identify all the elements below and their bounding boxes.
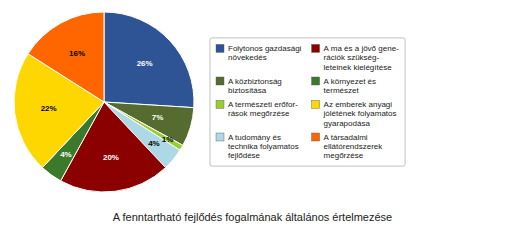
legend-frame bbox=[210, 38, 405, 166]
legend-swatch bbox=[216, 77, 224, 85]
data-label: 7% bbox=[152, 113, 164, 122]
legend-swatch bbox=[312, 133, 320, 141]
legend-swatch bbox=[216, 100, 224, 108]
legend: Folytonos gazdaságinövekedés A közbiztons… bbox=[210, 38, 405, 166]
legend-swatch bbox=[312, 77, 320, 85]
chart: A fenntartható fejlődés fogalmának által… bbox=[0, 0, 505, 229]
legend-label: A természeti erőfor-rások megőrzése bbox=[228, 100, 298, 118]
legend-swatch bbox=[216, 44, 224, 52]
legend-swatch bbox=[216, 133, 224, 141]
data-label: 1% bbox=[162, 135, 174, 144]
legend-label: A társadalmiellátórendszerekmegőrzése bbox=[324, 133, 384, 160]
pie bbox=[14, 12, 194, 192]
data-label: 4% bbox=[60, 150, 72, 159]
legend-swatch bbox=[312, 44, 320, 52]
legend-label: Folytonos gazdaságinövekedés bbox=[228, 44, 302, 62]
legend-label: Az emberek anyagijólétének folyamatosgya… bbox=[323, 100, 397, 127]
legend-label: A tudomány éstechnika folyamatosfejlődés… bbox=[228, 133, 299, 160]
data-label: 22% bbox=[41, 104, 57, 113]
legend-label: A közbiztonságbiztosítása bbox=[228, 77, 282, 95]
pie-slice bbox=[28, 12, 104, 102]
title: A fenntartható fejlődés fogalmának által… bbox=[113, 211, 392, 223]
data-labels: 26%7%1%4%20%4%22%16% bbox=[41, 49, 174, 162]
data-label: 4% bbox=[148, 139, 160, 148]
legend-label: A ma és a jövő gene-rációk szükség-letei… bbox=[324, 44, 399, 71]
data-label: 26% bbox=[137, 59, 153, 68]
data-label: 20% bbox=[103, 153, 119, 162]
data-label: 16% bbox=[69, 49, 85, 58]
legend-label: A környezet éstermészet bbox=[324, 77, 376, 95]
legend-swatch bbox=[312, 100, 320, 108]
pie-slice bbox=[104, 12, 194, 108]
